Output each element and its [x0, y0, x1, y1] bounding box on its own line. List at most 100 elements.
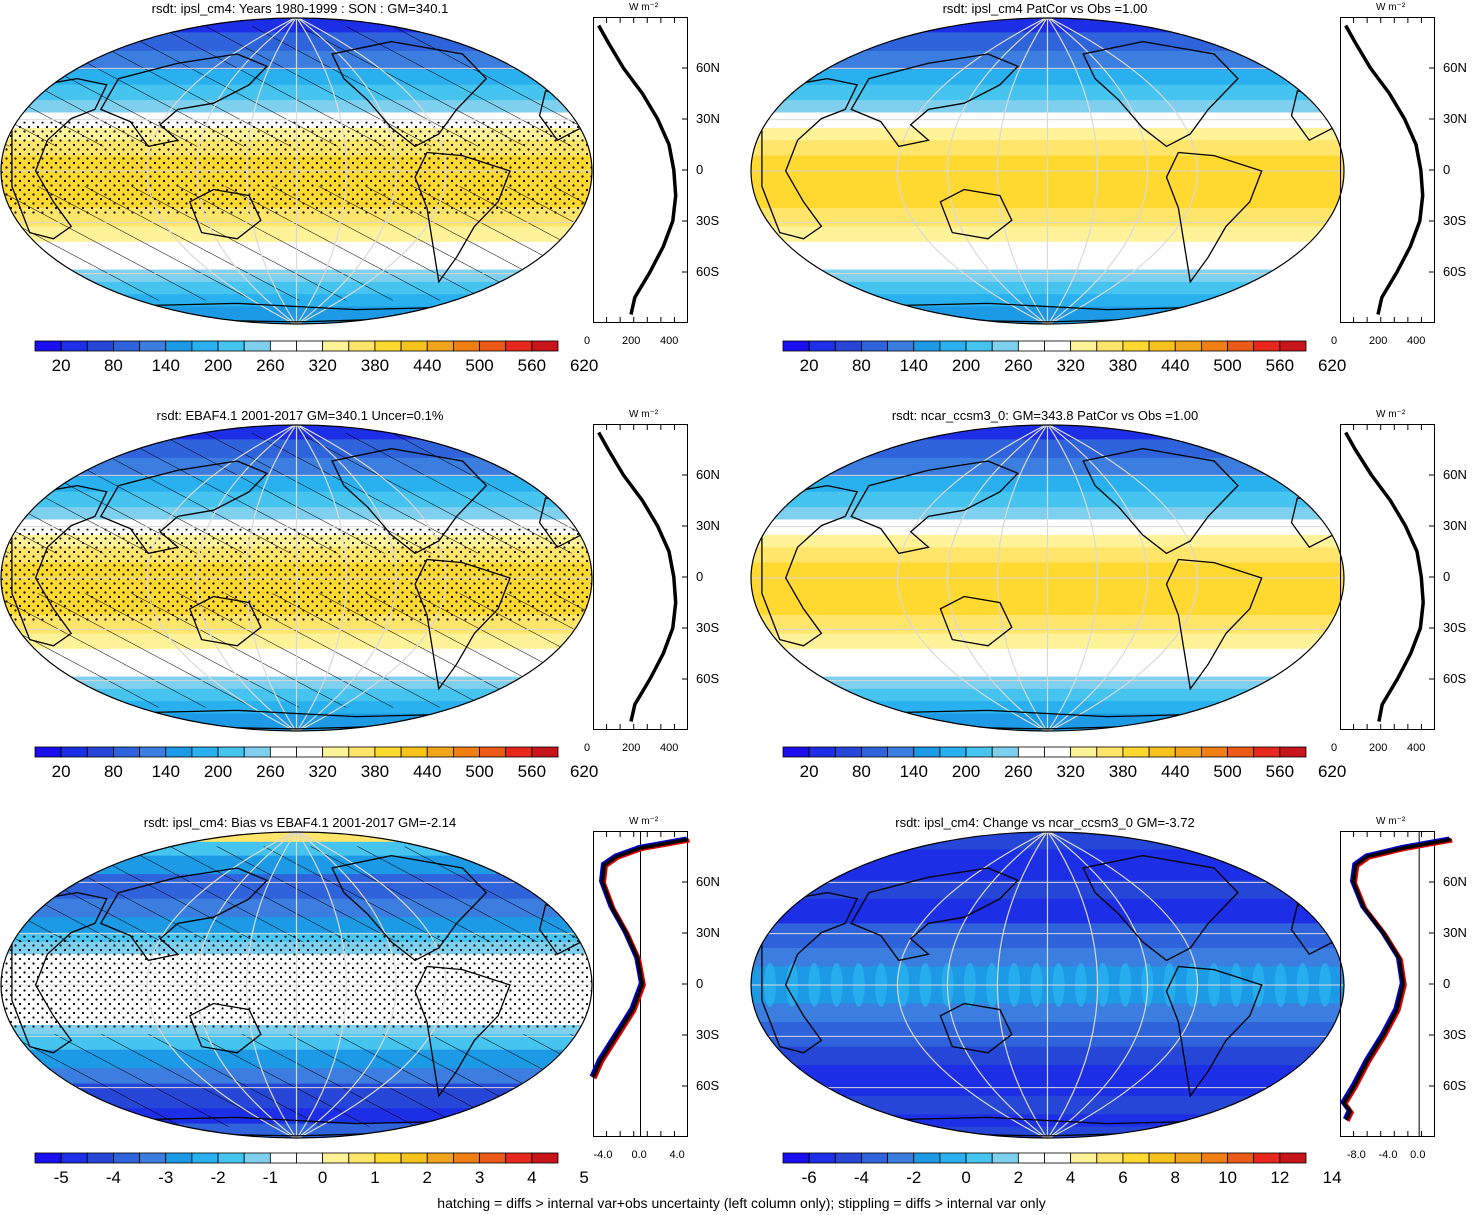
colorbar-swatch [531, 746, 559, 758]
coastline [188, 188, 262, 240]
profile-x-label: 400 [660, 335, 679, 347]
colorbar-swatch [1148, 340, 1176, 352]
colorbar-swatch [1174, 746, 1202, 758]
colorbar-swatch [1044, 1152, 1072, 1164]
colorbar-label: -2 [210, 1168, 226, 1187]
colorbar-swatch [782, 340, 810, 352]
colorbar-swatch [217, 340, 245, 352]
lat-label: 60N [1443, 60, 1467, 75]
colorbar-label: 260 [256, 762, 285, 781]
panel-title: rsdt: ipsl_cm4: Years 1980-1999 : SON : … [151, 1, 449, 16]
colorbar-label: 4 [1065, 1168, 1076, 1187]
colorbar-label: 140 [899, 356, 928, 375]
map-ebaf-clim [0, 424, 593, 732]
colorbar-label: 620 [569, 762, 599, 781]
profile-x-label: 0 [1331, 742, 1338, 754]
colorbar-swatch [374, 746, 402, 758]
colorbar-swatch [479, 340, 507, 352]
colorbar-swatch [1070, 746, 1098, 758]
colorbar-swatch [452, 340, 480, 352]
zonal-profile-ipsl-change [1340, 831, 1453, 1137]
colorbar-label: 380 [360, 762, 390, 781]
graticule-meridian [296, 832, 447, 1138]
colorbar-swatch [1070, 340, 1098, 352]
graticule-meridian [947, 425, 1048, 731]
coastline [99, 460, 269, 555]
colorbar-label: 20 [51, 762, 71, 781]
colorbar-swatch [60, 1152, 88, 1164]
colorbar-swatch [965, 1152, 993, 1164]
colorbar-label: -5 [53, 1168, 69, 1187]
colorbar-swatch [887, 340, 915, 352]
colorbar-label: 620 [1317, 356, 1347, 375]
colorbar-swatch [1148, 746, 1176, 758]
colorbar-swatch [322, 1152, 350, 1164]
colorbar-swatch [400, 746, 428, 758]
colorbar-swatch [505, 746, 533, 758]
profile-unit: W m⁻² [629, 2, 659, 13]
graticule-meridian [246, 832, 298, 1138]
graticule-meridian [1047, 832, 1199, 1138]
graticule-meridian [296, 18, 447, 324]
colorbar-swatch [296, 746, 324, 758]
colorbar-swatch [426, 340, 454, 352]
colorbar-swatch [139, 1152, 167, 1164]
coastline [11, 77, 108, 240]
colorbar-label: 260 [256, 356, 285, 375]
series-zonal-mean [597, 431, 678, 722]
colorbar-swatch [322, 746, 350, 758]
colorbar-swatch [887, 746, 915, 758]
colorbar-swatch [191, 1152, 219, 1164]
graticule-meridian [196, 832, 297, 1138]
profile-x-label: 400 [1407, 335, 1426, 347]
colorbar-label: 3 [474, 1168, 485, 1187]
lat-label: 0 [696, 569, 704, 584]
colorbar-label: 620 [569, 356, 599, 375]
coastline [939, 1002, 1013, 1054]
colorbar-swatch [782, 1152, 810, 1164]
profile-unit: W m⁻² [629, 409, 659, 420]
coastline [939, 188, 1013, 240]
colorbar-swatch [400, 1152, 428, 1164]
colorbar-swatch [139, 746, 167, 758]
series-zonal-mean [1344, 431, 1425, 722]
colorbar-swatch [296, 340, 324, 352]
colorbar-label: 440 [413, 356, 442, 375]
colorbar-swatch [1200, 746, 1228, 758]
colorbar-swatch [1253, 340, 1281, 352]
colorbar-ipsl-patcor [782, 340, 1307, 352]
lat-label: 0 [696, 162, 704, 177]
colorbar-swatch [1279, 746, 1307, 758]
graticule-meridian [246, 18, 298, 324]
colorbar-label: -6 [801, 1168, 817, 1187]
coastline [1165, 558, 1263, 691]
map-ipsl-patcor [750, 17, 1345, 325]
colorbar-label: 260 [1004, 762, 1033, 781]
graticule-meridian [896, 832, 1048, 1138]
graticule-meridian [295, 18, 347, 324]
colorbar-swatch [243, 746, 271, 758]
zonal-profile-ipsl-bias [589, 831, 690, 1137]
profile-x-label: 0.0 [631, 1149, 647, 1161]
colorbar-swatch [1096, 1152, 1124, 1164]
graticule-meridian [1046, 425, 1098, 731]
colorbar-swatch [479, 1152, 507, 1164]
colorbar-label: 200 [951, 356, 981, 375]
panel-title: rsdt: ipsl_cm4 PatCor vs Obs =1.00 [942, 1, 1148, 16]
graticule-meridian [1046, 18, 1098, 324]
colorbar-swatch [1253, 746, 1281, 758]
lat-label: 60S [1443, 1078, 1467, 1093]
lat-label: 30S [1443, 620, 1467, 635]
colorbar-label: 200 [203, 762, 233, 781]
profile-x-label: 400 [660, 742, 679, 754]
colorbar-swatch [1148, 1152, 1176, 1164]
colorbar-swatch [531, 340, 559, 352]
colorbar-label: 8 [1170, 1168, 1180, 1187]
graticule-meridian [1046, 832, 1098, 1138]
colorbar-swatch [834, 1152, 862, 1164]
lat-label: 30N [1443, 111, 1467, 126]
colorbar-swatch [939, 746, 967, 758]
colorbar-ebaf-clim [34, 746, 559, 758]
colorbar-swatch [1200, 1152, 1228, 1164]
lat-label: 60S [1443, 671, 1467, 686]
